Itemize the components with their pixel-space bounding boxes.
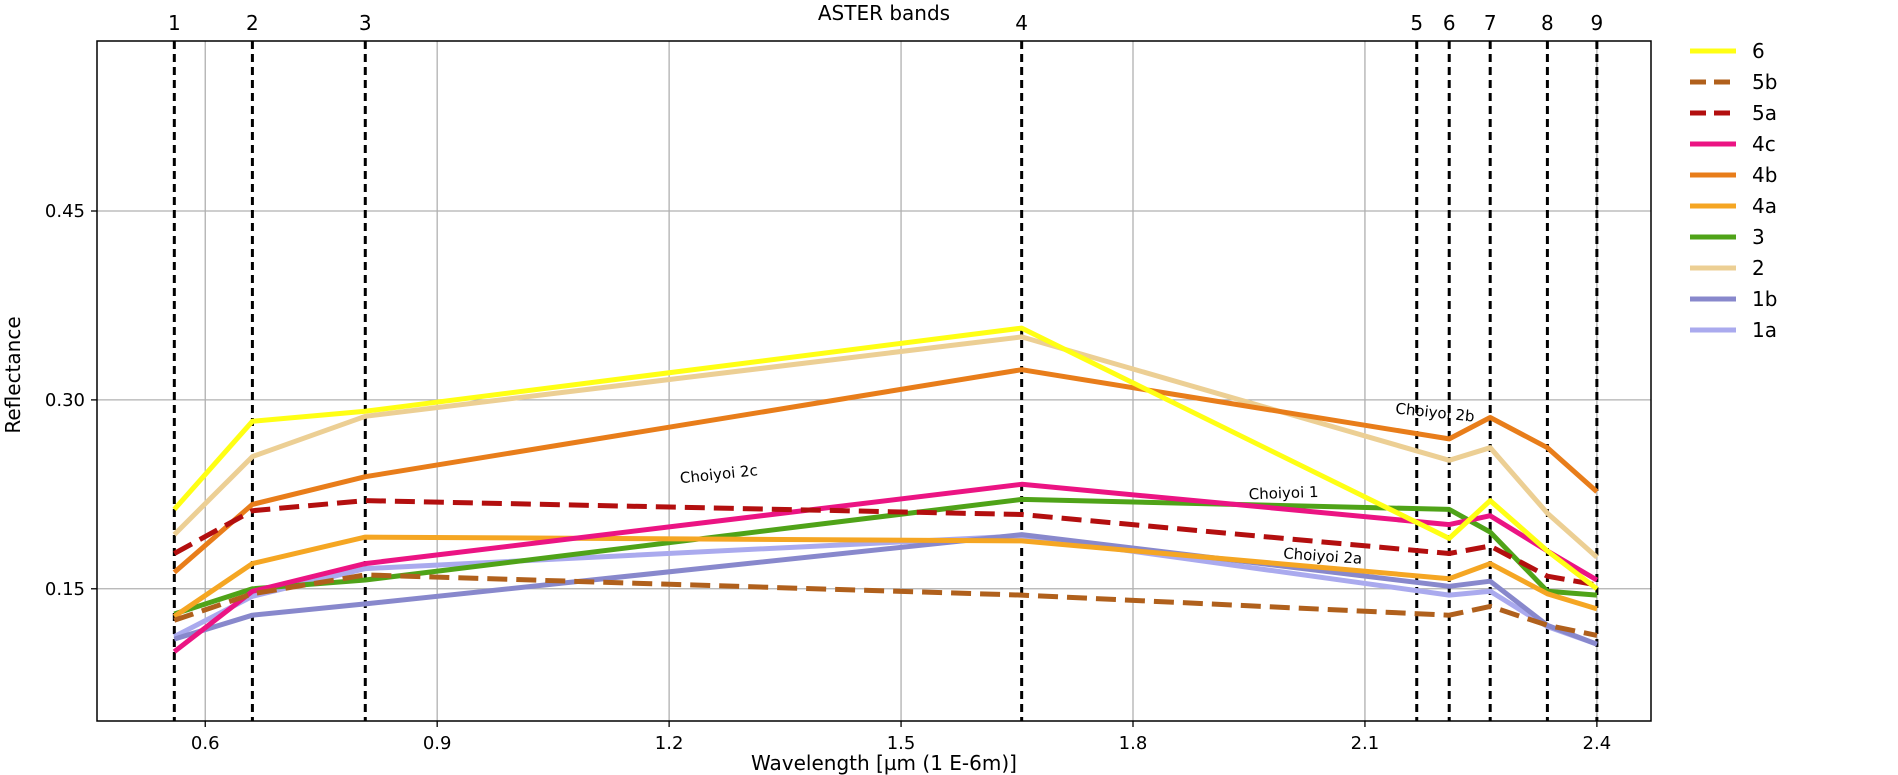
legend: 6 5b 5a 4c 4b 4a 3 2 1b 1a bbox=[1690, 39, 1777, 342]
annotation-label: Choiyoi 1 bbox=[1248, 483, 1318, 503]
band-label: 5 bbox=[1410, 11, 1423, 35]
x-tick-label: 1.2 bbox=[655, 733, 684, 754]
x-tick-label: 2.1 bbox=[1351, 733, 1380, 754]
x-tick-label: 2.4 bbox=[1583, 733, 1612, 754]
y-tick-label: 0.15 bbox=[45, 579, 85, 600]
plot-frame bbox=[96, 40, 1652, 722]
series-line-4a bbox=[172, 534, 1598, 619]
axis-ticks: 0.6 0.9 1.2 1.5 1.8 2.1 2.4 0.15 0.30 0.45 bbox=[45, 201, 1611, 754]
legend-label: 2 bbox=[1752, 256, 1765, 280]
legend-label: 5b bbox=[1752, 70, 1777, 94]
legend-label: 6 bbox=[1752, 39, 1765, 63]
band-label: 1 bbox=[168, 11, 181, 35]
annotation-label: Choiyoi 2b bbox=[1395, 399, 1476, 425]
legend-label: 4c bbox=[1752, 132, 1776, 156]
band-label: 6 bbox=[1443, 11, 1456, 35]
x-tick-label: 0.6 bbox=[191, 733, 220, 754]
series-line-1a bbox=[173, 533, 1598, 647]
series-lines bbox=[172, 325, 1599, 654]
legend-label: 5a bbox=[1752, 101, 1777, 125]
band-label: 4 bbox=[1015, 11, 1028, 35]
band-label: 2 bbox=[246, 11, 259, 35]
band-label: 3 bbox=[359, 11, 372, 35]
y-axis-title: Reflectance bbox=[1, 316, 25, 433]
series-line-4b bbox=[172, 367, 1599, 575]
series-line-5a bbox=[173, 498, 1598, 588]
annotation-label: Choiyoi 2c bbox=[679, 461, 759, 487]
legend-label: 4a bbox=[1752, 194, 1777, 218]
series-line-5b bbox=[173, 572, 1598, 638]
x-tick-label: 1.5 bbox=[887, 733, 916, 754]
band-label: 7 bbox=[1484, 11, 1497, 35]
y-tick-label: 0.45 bbox=[45, 201, 85, 222]
legend-label: 1b bbox=[1752, 287, 1777, 311]
curve-annotations: Choiyoi 2b Choiyoi 2c Choiyoi 1 Choiyoi 2a bbox=[679, 399, 1475, 567]
x-tick-label: 1.8 bbox=[1119, 733, 1148, 754]
x-tick-label: 0.9 bbox=[423, 733, 452, 754]
series-line-6 bbox=[172, 325, 1599, 591]
y-tick-label: 0.30 bbox=[45, 390, 85, 411]
band-label: 9 bbox=[1591, 11, 1604, 35]
annotation-label: Choiyoi 2a bbox=[1283, 544, 1363, 567]
chart-title: ASTER bands bbox=[818, 1, 950, 25]
band-label: 8 bbox=[1541, 11, 1554, 35]
legend-label: 1a bbox=[1752, 318, 1777, 342]
x-axis-title: Wavelength [µm (1 E-6m)] bbox=[751, 751, 1017, 775]
legend-label: 4b bbox=[1752, 163, 1777, 187]
series-line-2 bbox=[172, 334, 1599, 560]
legend-label: 3 bbox=[1752, 225, 1765, 249]
